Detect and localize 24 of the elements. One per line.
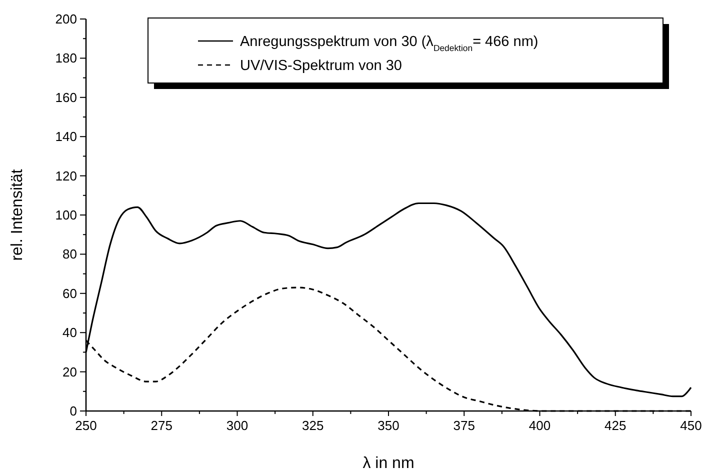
y-tick-label: 100 [55, 208, 77, 222]
x-tick-label: 325 [302, 418, 324, 433]
legend-label: Anregungsspektrum von 30 (λ$_{Dedektion}$= 466 nm) [240, 34, 538, 53]
y-tick-label: 60 [62, 286, 77, 301]
legend-label: UV/VIS-Spektrum von 30 [240, 58, 402, 74]
y-tick-label: 160 [55, 90, 77, 105]
x-tick-label: 450 [680, 418, 702, 433]
y-tick-label: 40 [62, 325, 77, 340]
y-tick-label: 80 [62, 246, 77, 262]
x-tick-label: 350 [378, 418, 400, 433]
x-tick-label: 425 [604, 418, 626, 433]
y-tick-label: 20 [62, 364, 77, 380]
y-tick-label: 200 [55, 12, 77, 26]
y-tick-label: 180 [55, 50, 77, 66]
x-tick-label: 300 [226, 418, 248, 433]
x-tick-label: 375 [453, 418, 475, 433]
y-axis-title: rel. Intensität [9, 168, 26, 261]
y-tick-label: 140 [55, 129, 77, 144]
x-tick-label: 250 [75, 418, 97, 433]
y-tick-label: 120 [55, 168, 77, 184]
y-tick-label: 0 [70, 404, 77, 418]
x-tick-label: 275 [150, 418, 172, 433]
x-axis-title: λ in nm [362, 455, 414, 472]
x-tick-label: 400 [528, 418, 551, 433]
